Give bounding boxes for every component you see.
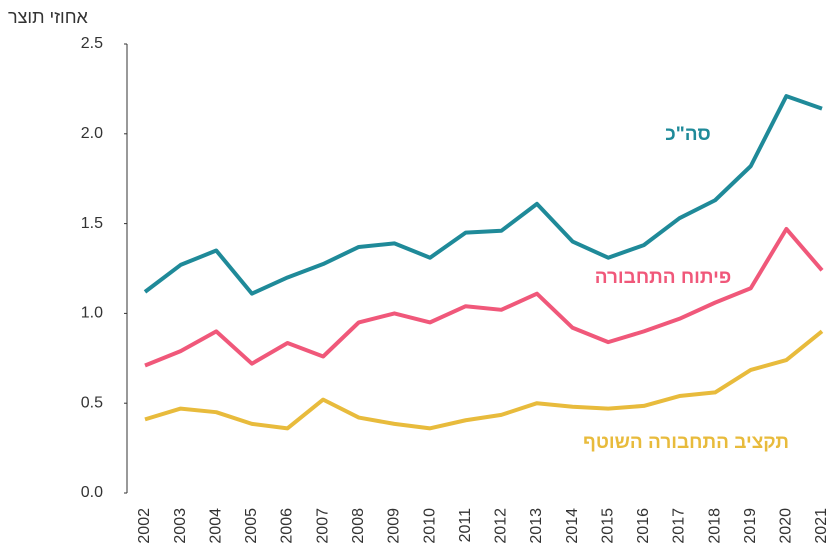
x-tick-label: 2008 [350, 508, 367, 544]
x-tick-label: 2010 [421, 508, 438, 544]
x-tick-label: 2011 [457, 508, 474, 543]
x-tick-label: 2005 [243, 508, 260, 544]
x-tick-label: 2020 [778, 508, 795, 544]
x-tick-label: 2018 [706, 508, 723, 544]
x-tick-label: 2009 [386, 508, 403, 544]
x-tick-label: 2016 [635, 508, 652, 544]
x-tick-label: 2004 [207, 508, 224, 544]
x-tick-label: 2021 [813, 508, 829, 544]
y-tick-label: 0.5 [81, 394, 103, 411]
y-axis-label: אחוזי תוצר [8, 7, 89, 27]
series-label: תקציב התחבורה השוטף [583, 432, 789, 453]
x-tick-label: 2017 [671, 508, 688, 544]
x-tick-label: 2015 [599, 508, 616, 544]
series-label: סה"כ [665, 124, 710, 145]
x-tick-label: 2019 [742, 508, 759, 544]
y-tick-label: 0.0 [81, 484, 103, 501]
series-label: פיתוח התחבורה [595, 267, 732, 288]
y-tick-label: 2.5 [81, 35, 103, 52]
y-tick-label: 1.5 [81, 215, 103, 232]
x-tick-label: 2013 [528, 508, 545, 544]
x-tick-label: 2007 [314, 508, 331, 544]
x-tick-label: 2012 [493, 508, 510, 544]
series-line [144, 329, 824, 431]
x-tick-label: 2003 [172, 508, 189, 544]
x-tick-label: 2006 [279, 508, 296, 544]
series-line [143, 94, 823, 296]
x-tick-label: 2002 [136, 508, 153, 544]
series-line [144, 226, 824, 368]
x-tick-label: 2014 [564, 508, 581, 544]
y-tick-label: 1.0 [81, 305, 103, 322]
y-tick-label: 2.0 [81, 125, 103, 142]
